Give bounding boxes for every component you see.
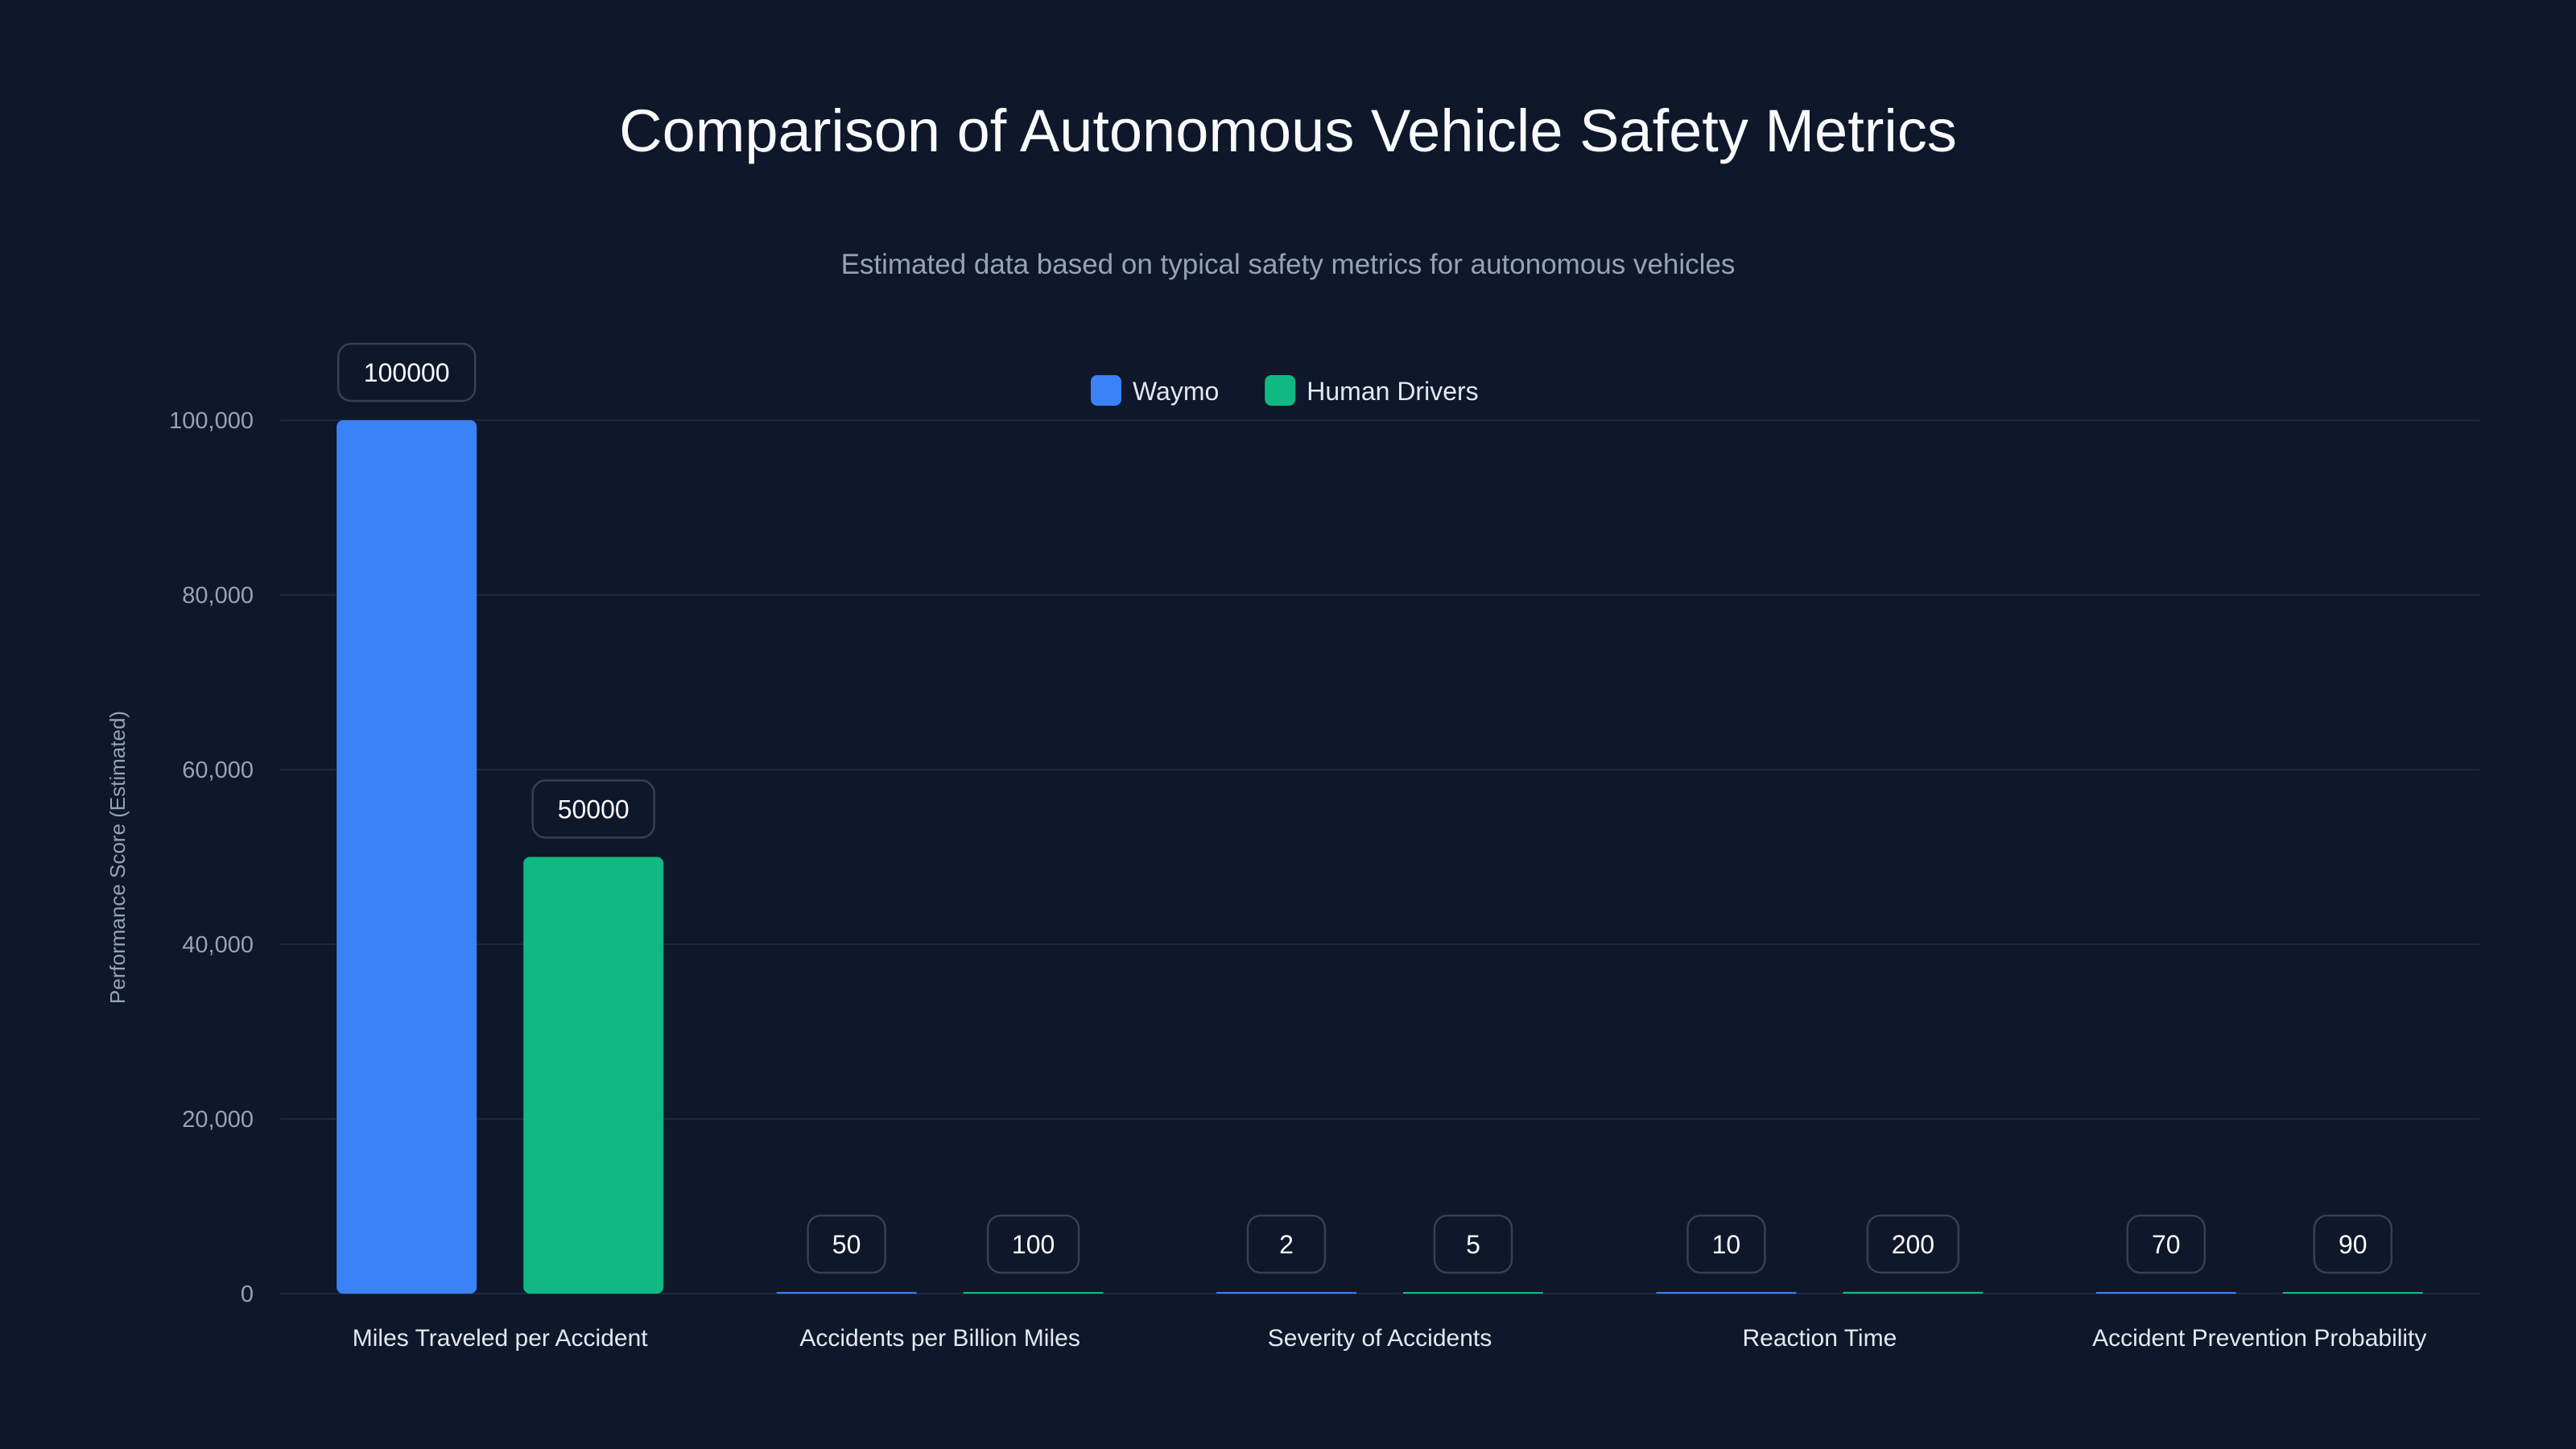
bar-waymo bbox=[776, 1292, 917, 1294]
data-label: 5 bbox=[1433, 1214, 1513, 1274]
legend: Waymo Human Drivers bbox=[1091, 375, 1479, 406]
chart-title: Comparison of Autonomous Vehicle Safety … bbox=[619, 97, 1957, 164]
data-label-text: 200 bbox=[1892, 1230, 1934, 1259]
legend-swatch bbox=[1091, 375, 1121, 406]
data-label-box bbox=[986, 1214, 1080, 1274]
data-label-text: 2 bbox=[1279, 1230, 1294, 1259]
bar-human-drivers bbox=[523, 857, 664, 1294]
data-label: 70 bbox=[2126, 1214, 2207, 1274]
data-label: 200 bbox=[1866, 1214, 1960, 1274]
x-tick-label: Miles Traveled per Accident bbox=[353, 1325, 649, 1352]
y-tick-label: 40,000 bbox=[182, 932, 254, 958]
data-labels: 100000 50000 50 100 2 5 10 200 70 90 bbox=[336, 342, 2393, 1274]
data-label-text: 70 bbox=[2152, 1230, 2181, 1259]
legend-item: Waymo bbox=[1091, 375, 1219, 406]
data-label-text: 100 bbox=[1012, 1230, 1055, 1259]
data-label: 2 bbox=[1246, 1214, 1327, 1274]
bar-waymo bbox=[336, 420, 477, 1294]
bar-human-drivers bbox=[1403, 1292, 1543, 1294]
bars bbox=[336, 420, 2423, 1294]
data-label-box bbox=[807, 1214, 886, 1274]
data-label-box bbox=[1433, 1214, 1513, 1274]
legend-swatch bbox=[1265, 375, 1296, 406]
data-label-box bbox=[2126, 1214, 2207, 1274]
data-label: 90 bbox=[2313, 1214, 2393, 1274]
bar-human-drivers bbox=[2282, 1292, 2423, 1294]
legend-item: Human Drivers bbox=[1265, 375, 1479, 406]
y-tick-label: 80,000 bbox=[182, 583, 254, 609]
data-label-text: 50000 bbox=[558, 795, 630, 824]
data-label-box bbox=[1686, 1214, 1766, 1274]
y-axis-ticks: 0 20,000 40,000 60,000 80,000 100,000 bbox=[169, 408, 254, 1307]
x-tick-label: Severity of Accidents bbox=[1268, 1325, 1492, 1352]
data-label-text: 10 bbox=[1712, 1230, 1741, 1259]
y-tick-label: 60,000 bbox=[182, 758, 254, 783]
data-label: 50000 bbox=[531, 779, 655, 839]
data-label-text: 50 bbox=[832, 1230, 861, 1259]
y-tick-label: 100,000 bbox=[169, 408, 254, 434]
data-label: 10 bbox=[1686, 1214, 1766, 1274]
bar-waymo bbox=[1656, 1292, 1797, 1294]
x-tick-label: Reaction Time bbox=[1743, 1325, 1897, 1352]
data-label-box bbox=[336, 342, 477, 402]
y-axis-label: Performance Score (Estimated) bbox=[105, 711, 130, 1004]
y-tick-label: 20,000 bbox=[182, 1107, 254, 1133]
data-label-box bbox=[1246, 1214, 1327, 1274]
data-label-box bbox=[531, 779, 655, 839]
x-axis-ticks: Miles Traveled per Accident Accidents per… bbox=[353, 1325, 2427, 1352]
data-label-box bbox=[2313, 1214, 2393, 1274]
bar-human-drivers bbox=[1843, 1291, 1984, 1294]
data-label: 100000 bbox=[336, 342, 477, 402]
chart-subtitle: Estimated data based on typical safety m… bbox=[841, 249, 1736, 280]
legend-label: Human Drivers bbox=[1307, 377, 1478, 406]
data-label-text: 100000 bbox=[364, 358, 450, 387]
x-tick-label: Accidents per Billion Miles bbox=[799, 1325, 1080, 1352]
data-label-text: 90 bbox=[2339, 1230, 2368, 1259]
data-label-text: 5 bbox=[1466, 1230, 1480, 1259]
data-label-box bbox=[1866, 1214, 1960, 1274]
bar-waymo bbox=[2095, 1292, 2236, 1294]
data-label: 100 bbox=[986, 1214, 1080, 1274]
legend-label: Waymo bbox=[1133, 377, 1219, 406]
x-tick-label: Accident Prevention Probability bbox=[2092, 1325, 2426, 1352]
y-tick-label: 0 bbox=[241, 1282, 254, 1307]
data-label: 50 bbox=[807, 1214, 886, 1274]
bar-waymo bbox=[1216, 1292, 1356, 1294]
bar-human-drivers bbox=[963, 1292, 1104, 1294]
